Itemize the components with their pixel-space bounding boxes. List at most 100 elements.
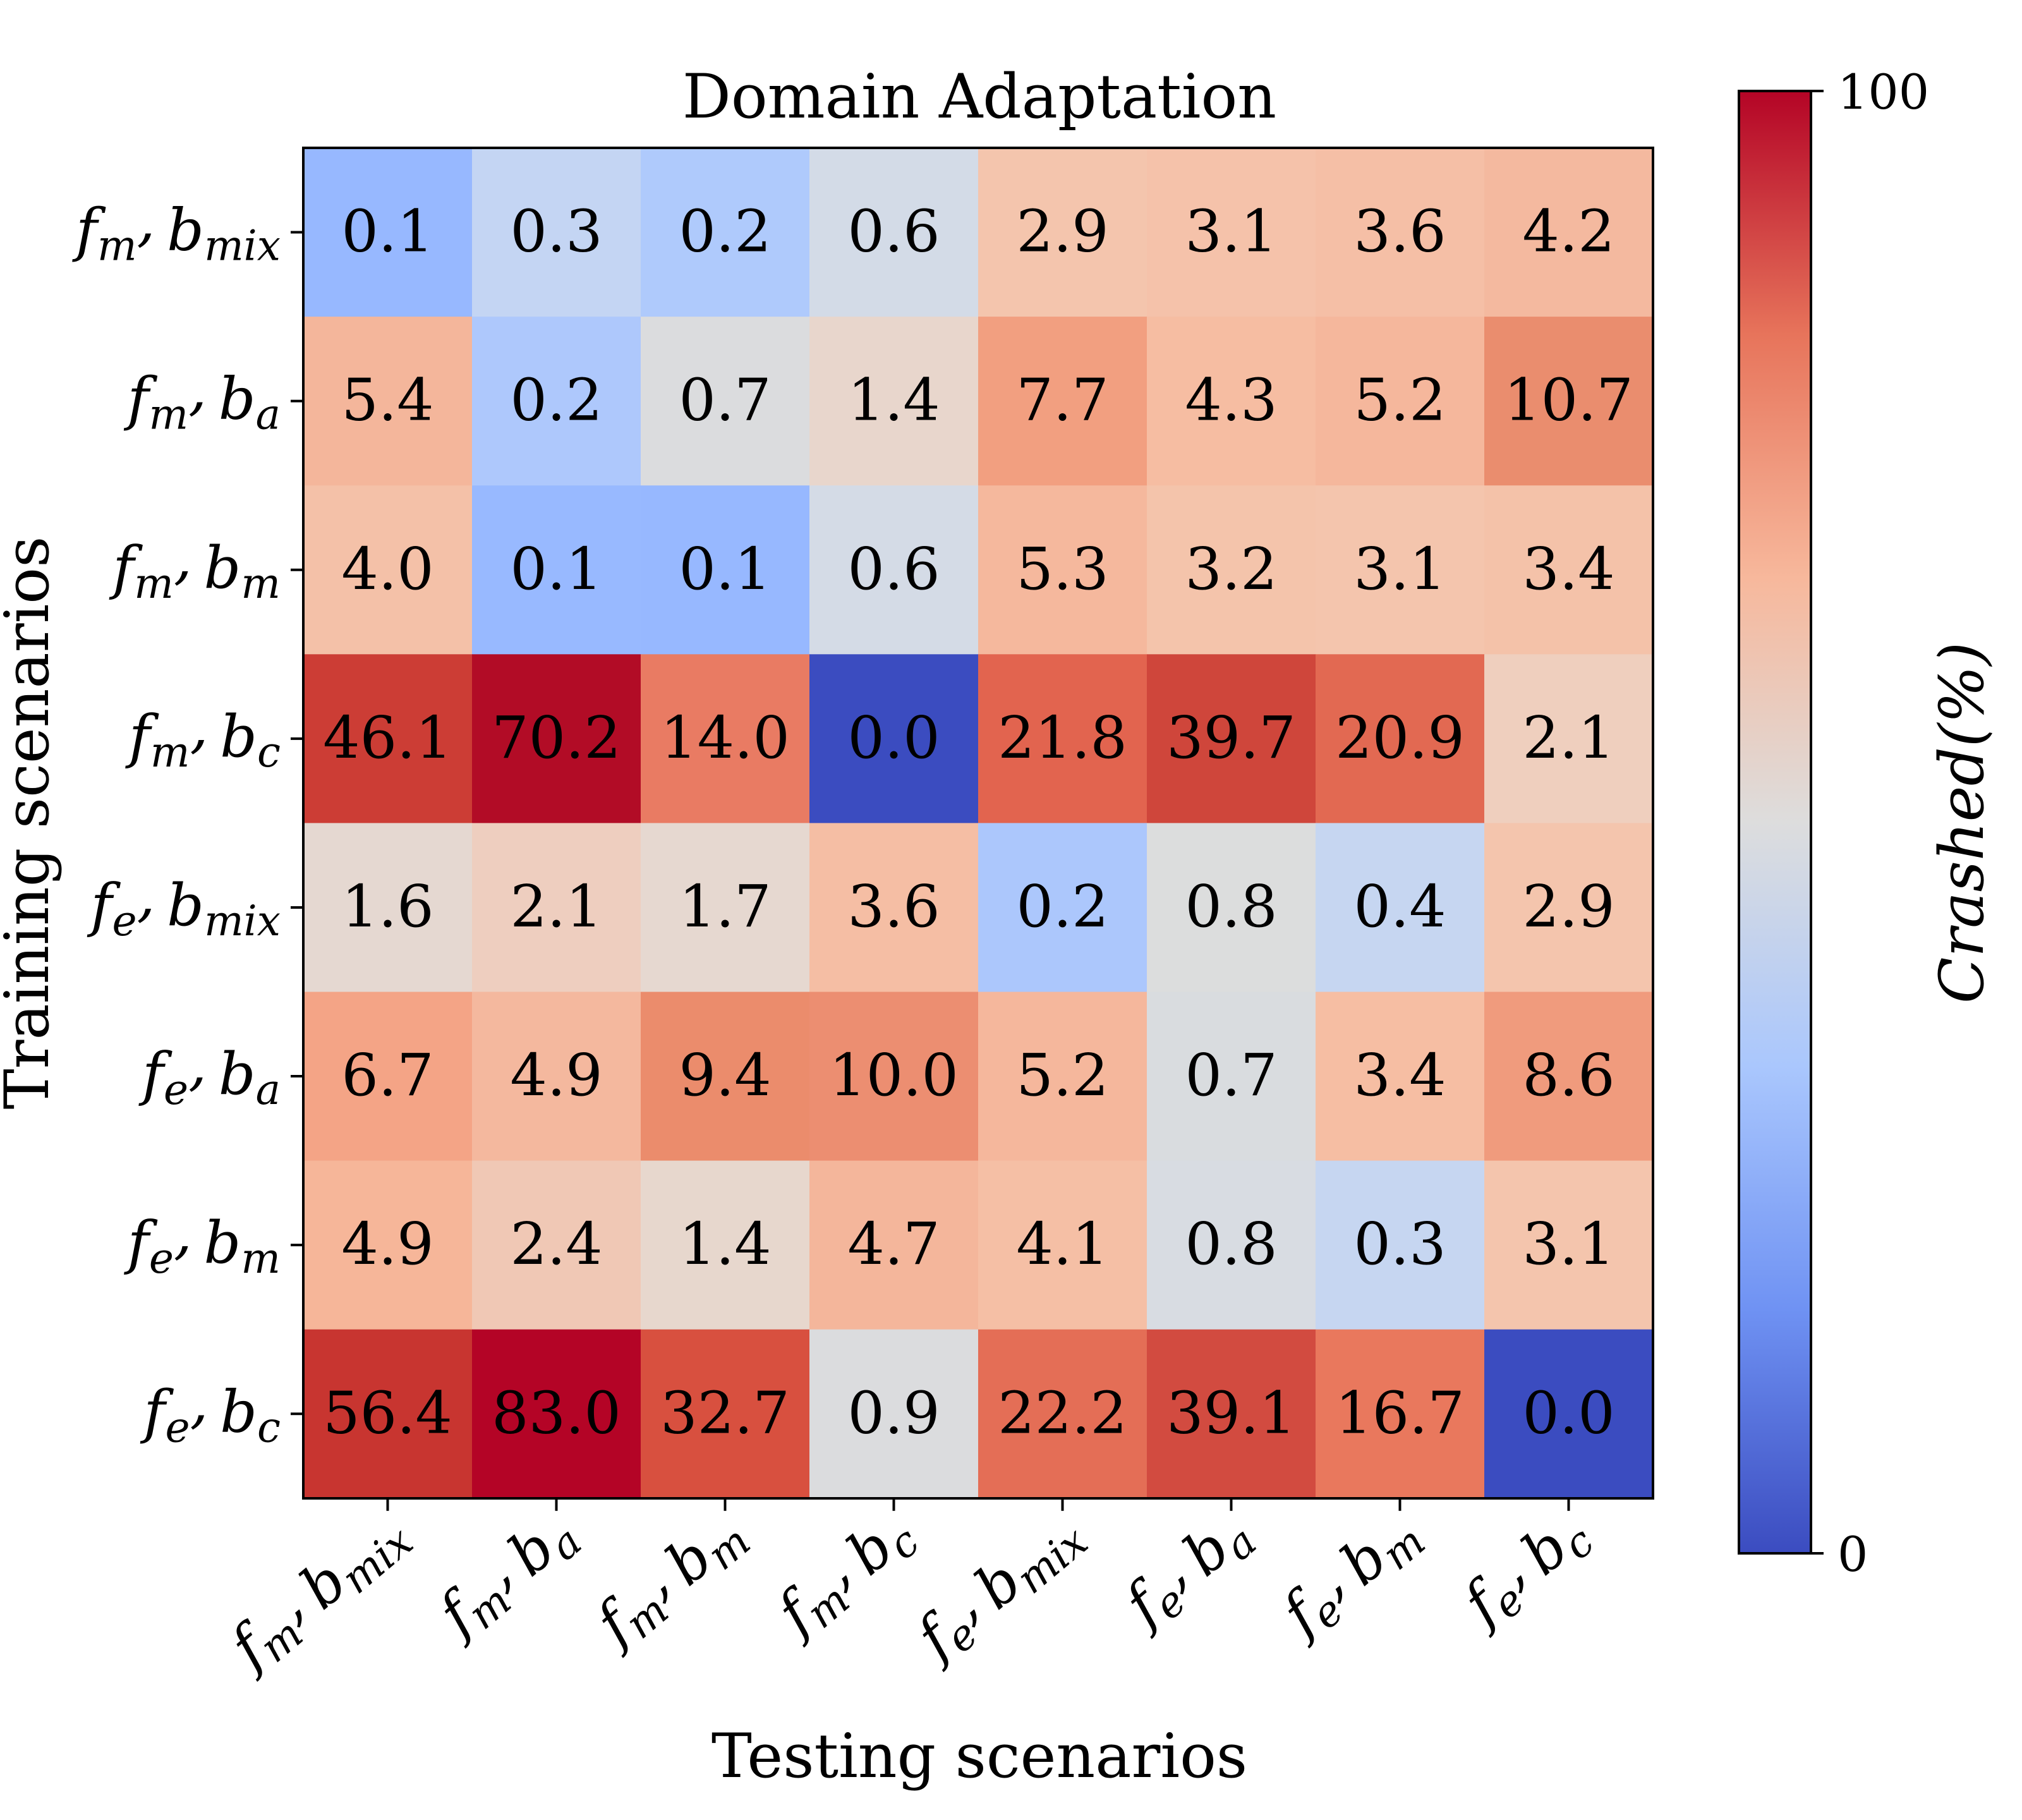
heatmap-cell	[809, 148, 979, 317]
heatmap-cell	[1316, 317, 1485, 486]
heatmap-cell	[978, 654, 1147, 823]
cell-value-label: 2.9	[1522, 873, 1614, 940]
cell-value-label: 8.6	[1522, 1041, 1614, 1109]
heatmap-cell	[303, 485, 473, 655]
heatmap-cell	[641, 1160, 810, 1330]
cell-value-label: 0.3	[1353, 1210, 1446, 1278]
x-tick-label: fm, bmix	[209, 1489, 422, 1688]
colorbar-tick-label-min: 0	[1837, 1526, 1868, 1582]
cell-value-label: 20.9	[1335, 704, 1465, 772]
x-tick-label: fe, bm	[1260, 1489, 1434, 1654]
cell-value-label: 0.7	[1185, 1041, 1277, 1109]
x-tick-label: fm, bm	[574, 1489, 760, 1665]
cell-value-label: 4.7	[847, 1210, 940, 1278]
heatmap-cell	[641, 654, 810, 823]
cell-value-label: 5.4	[341, 367, 433, 434]
cell-value-label: 3.4	[1353, 1041, 1446, 1109]
x-tick-label: fe, ba	[1103, 1489, 1266, 1646]
cell-value-label: 0.0	[1522, 1379, 1614, 1447]
cell-value-label: 3.2	[1185, 535, 1277, 603]
cell-value-label: 10.7	[1504, 367, 1633, 434]
cell-value-label: 4.9	[510, 1041, 602, 1109]
cell-value-label: 0.4	[1353, 873, 1446, 940]
heatmap-cell	[472, 992, 641, 1162]
cell-value-label: 4.2	[1522, 198, 1614, 265]
cell-value-label: 0.0	[847, 704, 940, 772]
cell-value-label: 3.6	[847, 873, 940, 940]
heatmap-cell	[472, 1329, 641, 1499]
heatmap-cell	[1316, 654, 1485, 823]
heatmap-cell	[1147, 485, 1316, 655]
cell-value-label: 3.6	[1353, 198, 1446, 265]
heatmap-cell	[1147, 823, 1316, 993]
heatmap-cells: 0.1 0.3 0.2 0.6 2.9 3.1 3.6 4.2 5.4 0.2 0.7 1.4 7.7 4…	[303, 148, 1654, 1499]
cell-value-label: 1.4	[679, 1210, 771, 1278]
heatmap-cell	[303, 1160, 473, 1330]
heatmap-cell	[978, 317, 1147, 486]
heatmap-cell	[472, 317, 641, 486]
cell-value-label: 1.7	[679, 873, 771, 940]
heatmap-cell	[303, 992, 473, 1162]
cell-value-label: 46.1	[323, 704, 452, 772]
cell-value-label: 14.0	[660, 704, 790, 772]
heatmap-cell	[978, 1160, 1147, 1330]
x-axis-label: Testing scenarios	[711, 1721, 1247, 1792]
cell-value-label: 32.7	[660, 1379, 790, 1447]
heatmap-cell	[809, 485, 979, 655]
cell-value-label: 5.2	[1016, 1041, 1108, 1109]
y-axis-label: Training scenarios	[0, 537, 63, 1110]
heatmap-cell	[1147, 1329, 1316, 1499]
cell-value-label: 5.3	[1016, 535, 1108, 603]
heatmap-cell	[1484, 148, 1654, 317]
cell-value-label: 4.1	[1016, 1210, 1108, 1278]
cell-value-label: 0.8	[1185, 1210, 1277, 1278]
cell-value-label: 4.0	[341, 535, 433, 603]
cell-value-label: 0.6	[847, 535, 940, 603]
heatmap-cell	[978, 823, 1147, 993]
cell-value-label: 3.1	[1353, 535, 1446, 603]
x-tick-label: fm, bc	[755, 1489, 928, 1654]
colorbar	[1738, 90, 1812, 1555]
cell-value-label: 0.8	[1185, 873, 1277, 940]
heatmap-cell	[1147, 317, 1316, 486]
y-tick-label: fe, ba	[138, 1030, 281, 1114]
cell-value-label: 4.9	[341, 1210, 433, 1278]
heatmap-cell	[472, 823, 641, 993]
heatmap-cell	[641, 1329, 810, 1499]
heatmap-cell	[809, 823, 979, 993]
heatmap-cell	[1484, 485, 1654, 655]
heatmap-cell	[303, 1329, 473, 1499]
heatmap-cell	[641, 148, 810, 317]
heatmap-cell	[1147, 654, 1316, 823]
cell-value-label: 22.2	[998, 1379, 1127, 1447]
heatmap-cell	[303, 317, 473, 486]
y-tick-label: fm, bc	[125, 693, 281, 777]
heatmap-cell	[641, 823, 810, 993]
cell-value-label: 4.3	[1185, 367, 1277, 434]
heatmap-cell	[641, 317, 810, 486]
y-tick-label: fm, bm	[109, 524, 281, 608]
heatmap-cell	[303, 654, 473, 823]
heatmap-cell	[1316, 485, 1485, 655]
y-tick-label: fm, bmix	[72, 186, 281, 270]
cell-value-label: 70.2	[492, 704, 621, 772]
cell-value-label: 0.6	[847, 198, 940, 265]
heatmap-cell	[472, 654, 641, 823]
heatmap-cell	[472, 148, 641, 317]
cell-value-label: 0.1	[510, 535, 602, 603]
heatmap-cell	[1147, 1160, 1316, 1330]
y-tick-labels: fm, bmix fm, ba fm, bm fm, bc fe, bmix fe, ba…	[72, 186, 303, 1452]
cell-value-label: 3.1	[1522, 1210, 1614, 1278]
cell-value-label: 0.3	[510, 198, 602, 265]
heatmap-cell	[1147, 148, 1316, 317]
heatmap-cell	[303, 823, 473, 993]
heatmap-cell	[1484, 1160, 1654, 1330]
cell-value-label: 2.1	[510, 873, 602, 940]
heatmap-cell	[303, 148, 473, 317]
heatmap-cell	[1316, 1160, 1485, 1330]
cell-value-label: 39.1	[1166, 1379, 1296, 1447]
heatmap-cell	[1316, 148, 1485, 317]
colorbar-label: Crashed(%)	[1927, 642, 1997, 1004]
cell-value-label: 0.1	[341, 198, 433, 265]
